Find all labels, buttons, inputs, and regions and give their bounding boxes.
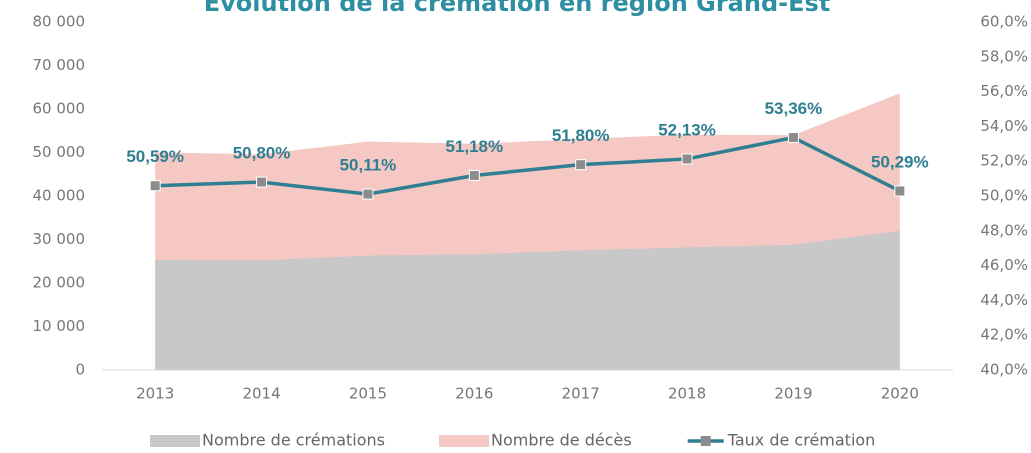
marker	[256, 176, 268, 188]
data-label: 50,80%	[233, 144, 291, 163]
data-label: 51,18%	[445, 137, 503, 156]
legend-label: Nombre de crémations	[202, 431, 385, 450]
marker	[575, 159, 587, 171]
marker	[894, 185, 906, 197]
legend-label: Nombre de décès	[491, 431, 632, 450]
y2-tick-label: 44,0%	[980, 291, 1028, 309]
y2-tick-label: 48,0%	[980, 221, 1028, 239]
legend-label: Taux de crémation	[727, 431, 876, 450]
y2-tick-label: 42,0%	[980, 326, 1028, 344]
marker	[681, 153, 693, 165]
legend-swatch	[150, 435, 200, 447]
marker	[362, 188, 374, 200]
y2-tick-label: 54,0%	[980, 117, 1028, 135]
x-tick-label: 2018	[668, 385, 706, 403]
legend-swatch	[438, 435, 489, 447]
chart-title: Évolution de la crémation en région Gran…	[204, 0, 831, 17]
data-label: 51,80%	[552, 126, 610, 145]
y-tick-label: 80 000	[33, 13, 86, 31]
marker	[468, 169, 480, 181]
x-tick-label: 2014	[242, 385, 280, 403]
x-tick-label: 2019	[774, 385, 812, 403]
y2-tick-label: 50,0%	[980, 187, 1028, 205]
data-label: 50,11%	[340, 156, 397, 175]
y2-tick-label: 52,0%	[980, 152, 1028, 170]
x-tick-label: 2020	[881, 385, 919, 403]
y2-tick-label: 40,0%	[980, 361, 1028, 379]
y-tick-label: 10 000	[33, 317, 86, 335]
data-label: 52,13%	[658, 120, 716, 139]
x-tick-label: 2017	[562, 385, 600, 403]
y-tick-label: 30 000	[33, 230, 86, 248]
y-tick-label: 50 000	[33, 143, 86, 161]
y-tick-label: 70 000	[33, 56, 86, 74]
line	[155, 135, 901, 196]
x-tick-label: 2016	[455, 385, 493, 403]
x-tick-label: 2015	[349, 385, 387, 403]
area	[155, 230, 900, 370]
marker	[787, 132, 799, 144]
y2-tick-label: 60,0%	[980, 13, 1028, 31]
y-tick-label: 0	[75, 361, 85, 379]
marker	[149, 180, 161, 192]
y2-tick-label: 46,0%	[980, 256, 1028, 274]
y-tick-label: 20 000	[33, 274, 86, 292]
y-tick-label: 40 000	[33, 187, 86, 205]
y2-tick-label: 56,0%	[980, 82, 1028, 100]
y2-tick-label: 58,0%	[980, 47, 1028, 65]
y-tick-label: 60 000	[33, 100, 86, 118]
data-label: 53,36%	[765, 99, 823, 118]
data-label: 50,59%	[126, 147, 184, 166]
legend-swatch	[700, 436, 711, 446]
data-label: 50,29%	[871, 152, 929, 171]
x-tick-label: 2013	[136, 385, 174, 403]
